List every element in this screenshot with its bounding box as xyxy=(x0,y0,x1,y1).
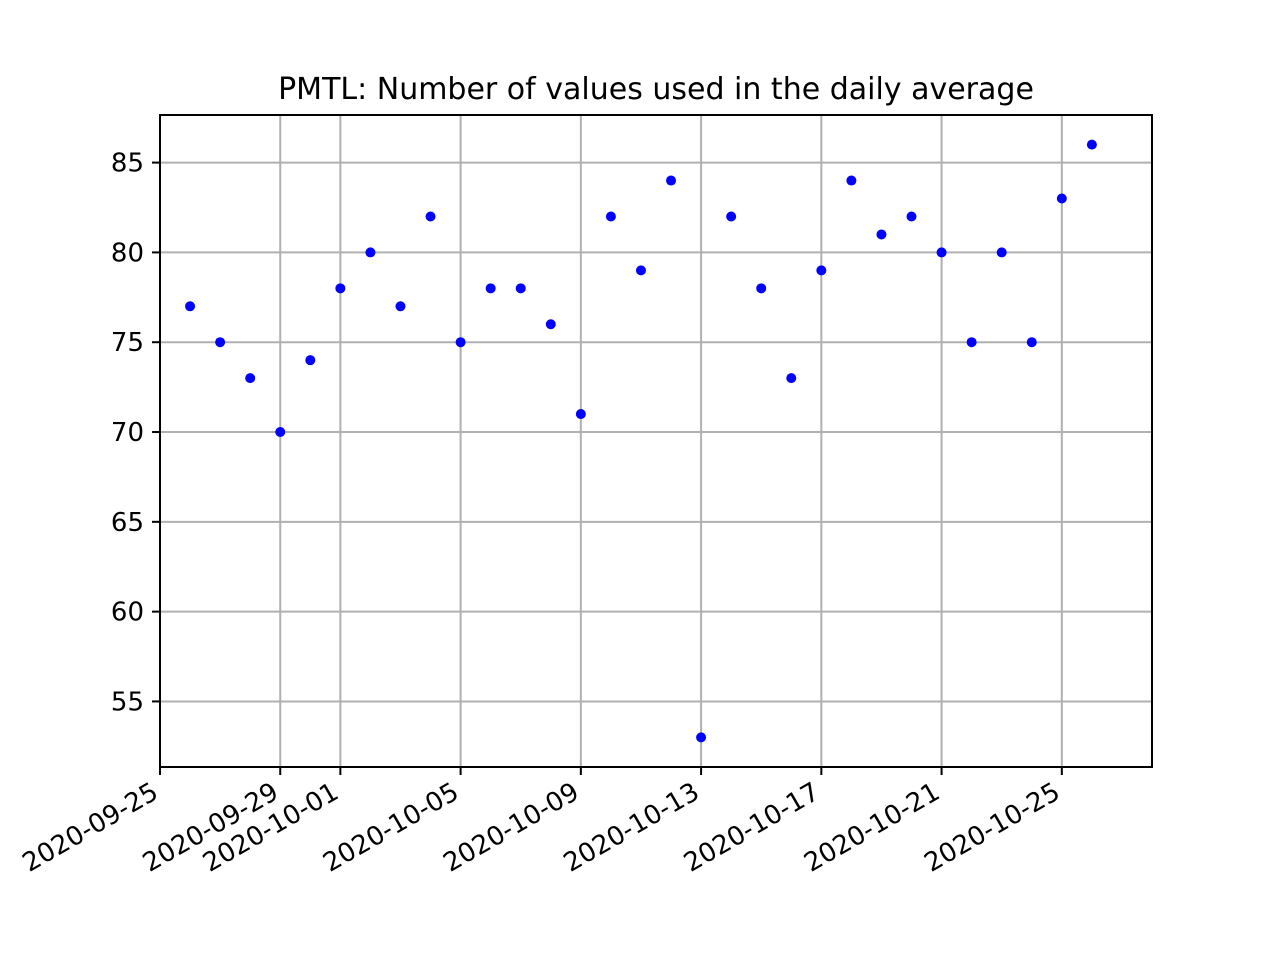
chart-title: PMTL: Number of values used in the daily… xyxy=(278,72,1034,107)
data-point xyxy=(846,175,857,186)
y-tick-label: 65 xyxy=(111,508,144,538)
x-tick-label: 2020-09-25 xyxy=(18,777,164,879)
data-points xyxy=(185,139,1097,743)
data-point xyxy=(305,355,316,366)
y-tick-label: 55 xyxy=(111,687,144,717)
tick-labels: 556065707580852020-09-252020-09-292020-1… xyxy=(18,149,1066,879)
data-point xyxy=(365,247,376,258)
data-point xyxy=(816,265,827,276)
data-point xyxy=(786,373,797,384)
data-point xyxy=(936,247,947,258)
x-tick-label: 2020-10-05 xyxy=(318,777,464,879)
data-point xyxy=(275,427,286,438)
data-point xyxy=(726,211,737,222)
x-tick-label: 2020-10-17 xyxy=(679,777,825,879)
data-point xyxy=(215,337,226,348)
data-point xyxy=(906,211,917,222)
data-point xyxy=(1026,337,1037,348)
data-point xyxy=(756,283,767,294)
y-tick-label: 70 xyxy=(111,418,144,448)
data-point xyxy=(485,283,496,294)
data-point xyxy=(575,409,586,420)
data-point xyxy=(876,229,887,240)
data-point xyxy=(515,283,526,294)
y-tick-label: 60 xyxy=(111,598,144,628)
x-tick-label: 2020-10-09 xyxy=(438,777,584,879)
x-tick-label: 2020-10-25 xyxy=(919,777,1065,879)
axis-ticks xyxy=(152,161,1063,775)
y-tick-label: 80 xyxy=(111,238,144,268)
data-point xyxy=(696,732,707,743)
data-point xyxy=(966,337,977,348)
plot-frame xyxy=(159,114,1153,768)
y-tick-label: 75 xyxy=(111,328,144,358)
y-tick-label: 85 xyxy=(111,149,144,179)
data-point xyxy=(455,337,466,348)
data-point xyxy=(1056,193,1067,204)
data-point xyxy=(185,301,196,312)
data-point xyxy=(335,283,346,294)
x-tick-label: 2020-10-13 xyxy=(559,777,705,879)
data-point xyxy=(395,301,406,312)
data-point xyxy=(1086,139,1097,150)
data-point xyxy=(635,265,646,276)
x-tick-label: 2020-10-21 xyxy=(799,777,945,879)
grid xyxy=(159,115,1152,767)
data-point xyxy=(425,211,436,222)
data-point xyxy=(666,175,677,186)
data-point xyxy=(245,373,256,384)
data-point xyxy=(605,211,616,222)
data-point xyxy=(996,247,1007,258)
data-point xyxy=(545,319,556,330)
